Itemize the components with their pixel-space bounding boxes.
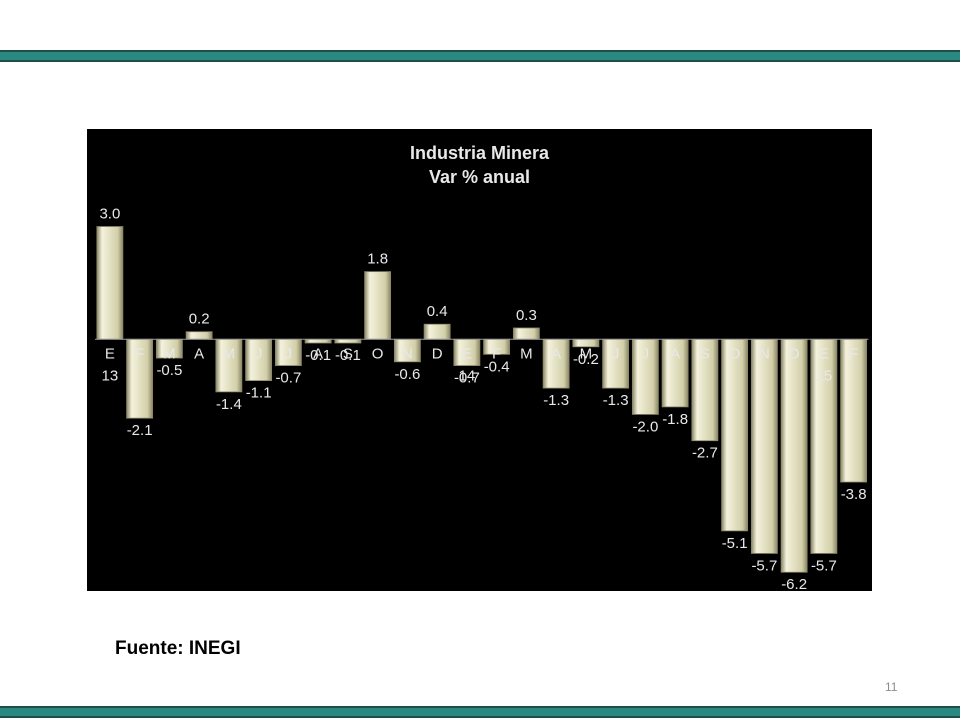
x-tick-label: F	[135, 345, 144, 362]
data-label: -0.5	[156, 362, 182, 379]
chart-bar	[185, 331, 213, 340]
x-tick-label: J	[642, 345, 650, 362]
x-tick-label: E	[462, 345, 472, 362]
data-label: -0.2	[573, 351, 599, 368]
chart-svg: E3.0F-2.1M-0.5A0.2M-1.4J-1.1J-0.7A-0.1 S-…	[95, 206, 869, 591]
data-label: -5.1	[722, 535, 748, 552]
data-label: -2.1	[127, 422, 153, 439]
chart-title: Industria Minera Var % anual	[87, 141, 872, 189]
chart-bar	[691, 338, 719, 442]
x-tick-label: O	[729, 345, 741, 362]
data-label: 0.4	[427, 303, 448, 320]
chart-bar	[304, 338, 332, 344]
year-label: 14	[459, 367, 476, 384]
data-label: 3.0	[99, 206, 120, 223]
data-label: -0.7	[454, 370, 480, 387]
chart-bar	[602, 338, 630, 389]
chart-bar	[810, 338, 838, 554]
data-label: -1.8	[662, 411, 688, 428]
chart-title-line: Industria Minera	[409, 143, 550, 163]
page-number: 11	[885, 680, 898, 694]
x-tick-label: F	[492, 345, 501, 362]
bottom-footer-band	[0, 706, 960, 718]
data-label: -1.4	[216, 396, 242, 413]
x-tick-label: E	[105, 345, 115, 362]
labels-layer: E3.0F-2.1M-0.5A0.2M-1.4J-1.1J-0.7A-0.1 S-…	[99, 206, 866, 591]
year-label: 15	[816, 367, 833, 384]
bars-layer	[96, 226, 868, 573]
data-label: -1.1	[246, 385, 272, 402]
data-label: -1.3	[603, 392, 629, 409]
chart-bar	[512, 327, 540, 340]
chart-bar	[364, 271, 392, 340]
data-label: -0.7	[275, 370, 301, 387]
x-tick-label: O	[372, 345, 384, 362]
x-tick-label: M	[520, 345, 533, 362]
chart-bar	[334, 338, 362, 344]
x-tick-label: E	[819, 345, 829, 362]
data-label: 0.3	[516, 307, 537, 324]
x-tick-label: J	[612, 345, 620, 362]
x-tick-label: S	[343, 345, 353, 362]
top-band-inner	[0, 52, 960, 60]
x-tick-label: M	[223, 345, 236, 362]
chart-bar	[126, 338, 154, 419]
chart-bar	[840, 338, 868, 483]
chart-bar	[631, 338, 659, 415]
chart-bar	[780, 338, 808, 573]
x-tick-label: A	[670, 345, 680, 362]
source-label: Fuente: INEGI	[115, 638, 241, 659]
chart-subtitle-line: Var % anual	[428, 167, 531, 187]
data-label: -0.1	[335, 347, 361, 364]
x-tick-label: S	[700, 345, 710, 362]
bottom-band-inner	[0, 708, 960, 716]
data-label: -5.7	[751, 557, 777, 574]
x-tick-label: N	[402, 345, 413, 362]
x-tick-label: A	[551, 345, 561, 362]
chart-bar	[721, 338, 749, 532]
x-tick-label: J	[255, 345, 263, 362]
data-label: -2.7	[692, 445, 718, 462]
x-tick-label: A	[313, 345, 323, 362]
x-tick-label: N	[759, 345, 770, 362]
chart-bar	[245, 338, 273, 381]
data-label: 0.2	[189, 311, 210, 328]
data-label: -0.4	[484, 358, 510, 375]
data-label: -0.1	[305, 347, 331, 364]
x-tick-label: D	[432, 345, 443, 362]
x-tick-label: M	[580, 345, 593, 362]
x-tick-label: D	[789, 345, 800, 362]
chart-bar	[542, 338, 570, 389]
chart-bar	[750, 338, 778, 554]
data-label: 1.8	[367, 251, 388, 268]
data-label: -5.7	[811, 557, 837, 574]
x-tick-label: A	[194, 345, 204, 362]
x-tick-label: M	[163, 345, 176, 362]
chart-bar	[661, 338, 689, 408]
chart-panel: E 3.0 F -2.1 M -0.5 A 0.2 M -1.4 J -1.1 J -0.7 A -0.1 S -…	[87, 129, 872, 591]
year-label: 13	[102, 367, 119, 384]
chart-bar	[96, 226, 124, 340]
x-tick-label: F	[849, 345, 858, 362]
top-header-band	[0, 50, 960, 62]
data-label: -0.6	[394, 366, 420, 383]
x-tick-label: J	[285, 345, 293, 362]
data-label: -1.3	[543, 392, 569, 409]
data-label: -3.8	[841, 486, 867, 503]
chart-bar	[423, 323, 451, 340]
data-label: -2.0	[632, 418, 658, 435]
data-label: -6.2	[781, 576, 807, 591]
